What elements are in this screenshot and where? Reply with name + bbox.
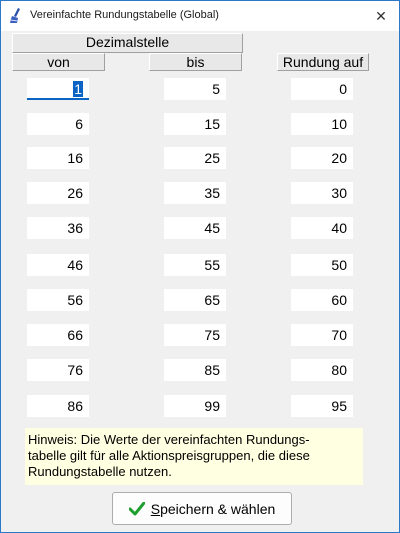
bis-input-2[interactable]: 15 xyxy=(164,113,226,135)
rundung-input-9[interactable]: 80 xyxy=(291,359,353,381)
hint-box: Hinweis: Die Werte der vereinfachten Run… xyxy=(25,428,363,485)
rundung-input-10[interactable]: 95 xyxy=(291,395,353,417)
rundung-input-2[interactable]: 10 xyxy=(291,113,353,135)
close-icon: ✕ xyxy=(375,7,387,24)
bis-input-4[interactable]: 35 xyxy=(164,182,226,204)
von-input-1[interactable]: 1 xyxy=(27,78,89,100)
broom-icon xyxy=(10,8,20,23)
rundung-input-5[interactable]: 40 xyxy=(291,217,353,239)
von-input-7[interactable]: 56 xyxy=(27,289,89,311)
header-rundung-auf: Rundung auf xyxy=(277,53,369,71)
bis-input-10[interactable]: 99 xyxy=(164,395,226,417)
von-value-1: 1 xyxy=(73,81,83,97)
header-dezimalstelle: Dezimalstelle xyxy=(12,33,243,53)
header-von: von xyxy=(12,53,105,71)
bis-input-7[interactable]: 65 xyxy=(164,289,226,311)
von-input-4[interactable]: 26 xyxy=(27,182,89,204)
rundung-input-8[interactable]: 70 xyxy=(291,324,353,346)
hint-line-3: Rundungstabelle nutzen. xyxy=(28,464,172,479)
title-bar: Vereinfachte Rundungstabelle (Global) ✕ xyxy=(1,1,399,31)
bis-input-5[interactable]: 45 xyxy=(164,217,226,239)
rundung-input-4[interactable]: 30 xyxy=(291,182,353,204)
save-and-select-button[interactable]: Speichern & wählen xyxy=(112,492,292,525)
save-button-label: Speichern & wählen xyxy=(151,501,276,517)
window-title: Vereinfachte Rundungstabelle (Global) xyxy=(30,9,219,21)
bis-input-1[interactable]: 5 xyxy=(164,78,226,100)
von-input-10[interactable]: 86 xyxy=(27,395,89,417)
close-button[interactable]: ✕ xyxy=(363,1,399,31)
von-input-9[interactable]: 76 xyxy=(27,359,89,381)
bis-input-3[interactable]: 25 xyxy=(164,147,226,169)
bis-input-9[interactable]: 85 xyxy=(164,359,226,381)
von-input-2[interactable]: 6 xyxy=(27,113,89,135)
hint-line-1: Hinweis: Die Werte der vereinfachten Run… xyxy=(28,432,310,447)
rundung-input-1[interactable]: 0 xyxy=(291,78,353,100)
rundung-input-3[interactable]: 20 xyxy=(291,147,353,169)
von-input-6[interactable]: 46 xyxy=(27,254,89,276)
header-bis: bis xyxy=(149,53,242,71)
von-input-5[interactable]: 36 xyxy=(27,217,89,239)
rundung-input-6[interactable]: 50 xyxy=(291,254,353,276)
rundung-input-7[interactable]: 60 xyxy=(291,289,353,311)
von-input-8[interactable]: 66 xyxy=(27,324,89,346)
bis-input-8[interactable]: 75 xyxy=(164,324,226,346)
save-button-mnemonic: S xyxy=(150,500,161,517)
von-input-3[interactable]: 16 xyxy=(27,147,89,169)
hint-line-2: tabelle gilt für alle Aktionspreisgruppe… xyxy=(28,448,310,463)
checkmark-icon xyxy=(128,501,145,515)
bis-input-6[interactable]: 55 xyxy=(164,254,226,276)
save-button-label-rest: peichern & wählen xyxy=(160,500,276,517)
